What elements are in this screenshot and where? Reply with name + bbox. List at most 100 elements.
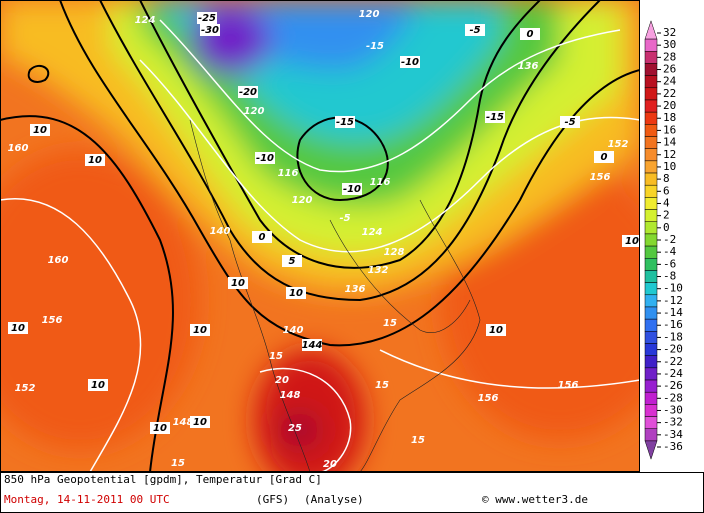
contour-label: 15 [375,380,389,391]
colorbar-swatch [644,391,658,405]
contour-label: 124 [362,227,383,238]
colorbar-label: 16 [663,123,676,136]
temperature-contours [0,19,640,472]
colorbar-label: 22 [663,87,676,100]
footer-date: Montag, 14-11-2011 00 UTC [4,493,170,506]
contour-label: 20 [323,459,337,470]
contour-label: -25 [198,13,216,24]
colorbar-label: -26 [663,379,683,392]
contour-label: -10 [256,153,274,164]
contour-label: 152 [15,383,36,394]
label-bg [400,56,420,68]
contour-label: 10 [625,236,639,247]
colorbar-swatch [644,38,658,52]
colorbar-swatch [644,331,658,344]
contour-label: -10 [401,57,419,68]
contour-label: 148 [173,417,194,428]
colorbar-swatch [644,379,658,393]
label-bg [286,287,306,299]
colorbar-label: -20 [663,343,683,356]
colorbar-swatch [644,172,658,186]
colorbar-label: -32 [663,416,683,429]
colorbar-swatch [644,428,658,442]
footer-model: (GFS) [256,493,289,506]
contour-label: 10 [91,380,105,391]
colorbar-swatch [644,63,658,76]
colorbar-label: -2 [663,233,676,246]
contour-label: 124 [135,15,156,26]
label-bg [485,111,505,123]
contour-label: 15 [171,458,185,469]
colorbar-swatch [644,367,658,381]
colorbar-label: 8 [663,172,670,185]
colorbar-swatch [644,124,658,137]
colorbar-swatch [644,270,658,283]
label-bg [30,124,50,136]
colorbar-swatch [644,233,658,247]
contour-label: -30 [201,25,219,36]
footer-credit: © www.wetter3.de [482,493,588,506]
colorbar-label: -28 [663,391,683,404]
height-contours [0,0,640,472]
colorbar-swatch [644,318,658,332]
label-bg [486,324,506,336]
contour-label: 148 [280,390,301,401]
label-bg [8,322,28,334]
colorbar-label: 6 [663,184,670,197]
colorbar-swatch [644,258,658,271]
label-bg [190,324,210,336]
contour-label: 140 [283,325,304,336]
contour-label: 10 [153,423,167,434]
label-bg [335,116,355,128]
contour-label: -20 [239,87,257,98]
contour-label: 15 [411,435,425,446]
label-bg [238,86,258,98]
colorbar-swatch [644,51,658,64]
contour-label: 15 [383,318,397,329]
contour-label: 156 [42,315,63,326]
contour-label: 116 [370,177,391,188]
colorbar-swatch [644,294,658,308]
label-bg [282,255,302,267]
footer-run: (Analyse) [304,493,364,506]
colorbar-swatch [644,343,658,356]
label-bg [85,154,105,166]
colorbar-swatch [644,282,658,296]
contour-label: 160 [48,255,69,266]
colorbar-swatch [644,148,658,162]
colorbar-label: -18 [663,330,683,343]
label-bg [520,28,540,40]
colorbar-label: -10 [663,282,683,295]
contour-label: 15 [269,351,283,362]
colorbar-label: -34 [663,428,683,441]
contour-label: 120 [292,195,313,206]
label-bg [88,379,108,391]
colorbar-label: 14 [663,136,677,149]
colorbar-swatch [644,245,658,259]
colorbar-label: 26 [663,63,676,76]
colorbar-swatch [644,197,658,210]
contour-label: 10 [193,325,207,336]
colorbar-label: 30 [663,38,676,51]
contour-label: -10 [343,184,361,195]
contour-label: -15 [486,112,504,123]
colorbar-label: 32 [663,26,676,39]
contour-label: 20 [275,375,289,386]
colorbar-label: 10 [663,160,676,173]
contour-label: -5 [564,117,575,128]
contour-label: 10 [193,417,207,428]
contour-label: 144 [302,340,323,351]
contour-label: 10 [11,323,25,334]
contour-label: 0 [601,152,608,163]
label-bg [622,235,640,247]
colorbar-swatch [644,75,658,89]
colorbar-swatch [644,184,658,198]
contour-label: 156 [478,393,499,404]
colorbar-label: -16 [663,318,683,331]
contour-label: 152 [608,139,629,150]
colorbar-label: 12 [663,148,676,161]
contour-label: 5 [289,256,296,267]
contour-label: 10 [231,278,245,289]
contour-label: 136 [518,61,539,72]
